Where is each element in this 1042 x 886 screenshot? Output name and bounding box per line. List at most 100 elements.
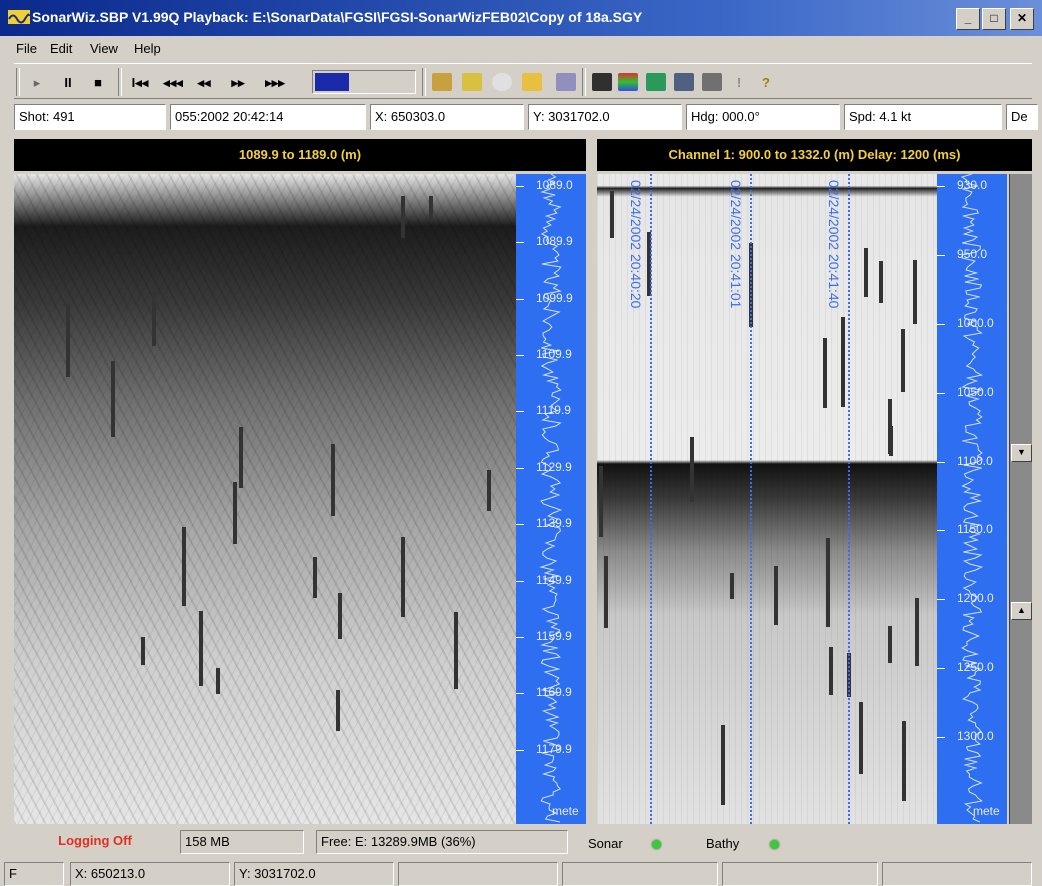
bathy-led-icon [770, 840, 779, 849]
app-wave-icon [8, 10, 30, 24]
ruler-tick [937, 599, 945, 601]
ruler-tick [937, 668, 945, 670]
play-button[interactable]: ▸ [33, 75, 41, 90]
printer-icon[interactable] [702, 73, 722, 91]
menu-bar: File Edit View Help [0, 36, 1042, 62]
ruler-tick [516, 411, 524, 413]
palette-icon[interactable] [618, 73, 638, 91]
right-sonar-image[interactable] [597, 174, 937, 824]
open-folder-icon[interactable] [522, 73, 542, 91]
monitor-icon[interactable] [592, 73, 612, 91]
ruler-label: 1149.9 [536, 572, 572, 587]
memory-status: 158 MB [180, 830, 304, 854]
fast-rewind-button[interactable]: ◂◂◂ [163, 75, 183, 90]
left-sonar-image[interactable] [14, 174, 516, 824]
sonar-return-streak [401, 196, 405, 238]
ruler-tick [937, 254, 945, 256]
sonar-return-streak [338, 593, 342, 639]
sonar-return-streak [66, 304, 70, 377]
status-row: Logging Off 158 MB Free: E: 13289.9MB (3… [0, 826, 1042, 858]
sonar-return-streak [864, 248, 868, 297]
vertical-scrollbar[interactable]: ▼ ▲ [1009, 174, 1032, 824]
ruler-tick [937, 392, 945, 394]
toolbar-grip [16, 68, 20, 96]
sonar-return-streak [774, 566, 778, 625]
globe-icon[interactable] [646, 73, 666, 91]
sonar-return-streak [604, 556, 608, 628]
scroll-up-arrow-icon[interactable]: ▲ [1011, 602, 1032, 620]
ruler-unit-label: mete [552, 804, 579, 818]
sonar-return-streak [901, 329, 905, 392]
sonar-return-streak [879, 261, 883, 303]
signal-trace [539, 174, 563, 823]
rewind-button[interactable]: ◂◂ [197, 75, 211, 90]
right-panel-header: Channel 1: 900.0 to 1332.0 (m) Delay: 12… [597, 139, 1032, 171]
ruler-tick [937, 530, 945, 532]
playback-progress-bar[interactable] [312, 70, 416, 94]
sonar-led-icon [652, 840, 661, 849]
bottom-y-coordinate: Y: 3031702.0 [234, 862, 394, 886]
ruler-tick [937, 323, 945, 325]
sonar-return-streak [913, 260, 917, 324]
signal-trace-line [539, 174, 563, 823]
toolbar-separator [422, 68, 426, 96]
ruler-label: 1150.0 [957, 522, 993, 537]
first-button[interactable]: I◂◂ [131, 75, 149, 90]
close-button[interactable]: ✕ [1010, 8, 1034, 30]
tape-icon[interactable] [432, 73, 452, 91]
ruler-label: 1200.0 [957, 591, 994, 606]
sonar-return-streak [233, 482, 237, 544]
menu-file[interactable]: File [16, 41, 37, 56]
logging-status[interactable]: Logging Off [58, 833, 132, 848]
bottom-status-cell [398, 862, 558, 886]
sonar-return-streak [216, 668, 220, 694]
sonar-return-streak [182, 527, 186, 606]
tape-record-icon[interactable] [462, 73, 482, 91]
bottom-status-cell [722, 862, 878, 886]
toolbar-separator [118, 68, 122, 96]
time-mark-line [650, 174, 652, 824]
stop-button[interactable]: ■ [94, 75, 102, 90]
sonar-return-streak [199, 611, 203, 686]
title-bar[interactable]: SonarWiz.SBP V1.99Q Playback: E:\SonarDa… [0, 0, 1042, 36]
time-mark-label: 02/24/2002 20:40:20 [628, 180, 644, 309]
sonar-return-streak [915, 598, 919, 666]
scroll-down-arrow-icon[interactable]: ▼ [1011, 444, 1032, 462]
forward-button[interactable]: ▸▸ [231, 75, 245, 90]
sonar-return-streak [429, 196, 433, 220]
sonar-return-streak [152, 291, 156, 346]
fast-forward-button[interactable]: ▸▸▸ [265, 75, 285, 90]
time-mark-label: 02/24/2002 20:41:40 [826, 180, 842, 309]
pause-button[interactable]: II [64, 75, 72, 90]
help-icon[interactable]: ? [762, 75, 770, 90]
depth-field: De [1006, 104, 1038, 130]
alert-icon[interactable]: ! [736, 75, 742, 90]
ruler-tick [516, 693, 524, 695]
shot-field: Shot: 491 [14, 104, 166, 130]
x-coordinate-field: X: 650303.0 [370, 104, 524, 130]
playback-progress-fill [315, 73, 349, 91]
datetime-field: 055:2002 20:42:14 [170, 104, 366, 130]
ruler-label: 1000.0 [957, 315, 994, 330]
time-mark-line [750, 174, 752, 824]
copy-icon[interactable] [556, 73, 576, 91]
sonar-return-streak [599, 466, 603, 537]
menu-help[interactable]: Help [134, 41, 161, 56]
maximize-button[interactable]: □ [982, 8, 1006, 30]
ruler-tick [516, 298, 524, 300]
sonar-return-streak [902, 721, 906, 801]
left-panel-header: 1089.9 to 1189.0 (m) [14, 139, 586, 171]
ruler-tick [516, 355, 524, 357]
minimize-button[interactable]: _ [956, 8, 980, 30]
menu-view[interactable]: View [90, 41, 118, 56]
menu-edit[interactable]: Edit [50, 41, 73, 56]
disc-icon[interactable] [492, 73, 512, 91]
window-icon[interactable] [674, 73, 694, 91]
bottom-x-coordinate: X: 650213.0 [70, 862, 230, 886]
sonar-return-streak [889, 426, 893, 456]
ruler-tick [937, 186, 945, 187]
ruler-tick [516, 580, 524, 582]
ruler-tick [516, 242, 524, 244]
sonar-return-streak [401, 537, 405, 617]
sonar-return-streak [721, 725, 725, 805]
